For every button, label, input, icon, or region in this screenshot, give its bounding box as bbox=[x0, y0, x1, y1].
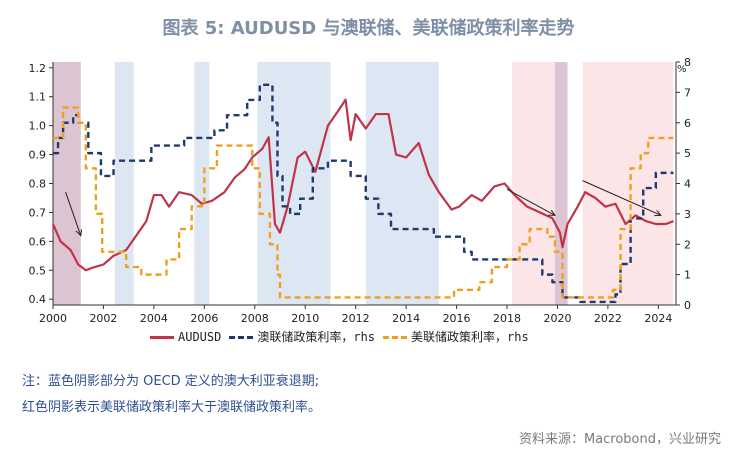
x-tick-label: 2010 bbox=[291, 312, 319, 325]
trend-arrow-0 bbox=[65, 192, 81, 235]
left-tick-label: 0.6 bbox=[29, 235, 47, 248]
left-tick-label: 1.1 bbox=[29, 91, 47, 104]
note-line-1: 注：蓝色阴影部分为 OECD 定义的澳大利亚衰退期; bbox=[22, 374, 320, 389]
left-tick-label: 0.7 bbox=[29, 206, 47, 219]
left-tick-label: 1.2 bbox=[29, 62, 47, 75]
chart-title: 图表 5: AUDUSD 与澳联储、美联储政策利率走势 bbox=[162, 18, 575, 39]
left-tick-label: 0.5 bbox=[29, 264, 47, 277]
right-tick-label: 5 bbox=[684, 147, 691, 160]
series-rba-rate bbox=[53, 83, 674, 304]
x-tick-label: 2002 bbox=[89, 312, 117, 325]
left-tick-label: 0.9 bbox=[29, 149, 47, 162]
series-audusd bbox=[51, 98, 674, 272]
trend-arrow-2 bbox=[582, 180, 661, 216]
x-tick-label: 2024 bbox=[644, 312, 672, 325]
x-tick-label: 2012 bbox=[342, 312, 370, 325]
note-line-2: 红色阴影表示美联储政策利率大于澳联储政策利率。 bbox=[22, 400, 322, 415]
right-axis-unit: % bbox=[677, 64, 687, 75]
legend-label-rba: 澳联储政策利率，rhs bbox=[257, 330, 376, 344]
legend-label-fed: 美联储政策利率，rhs bbox=[411, 330, 529, 344]
left-tick-label: 0.4 bbox=[29, 293, 47, 306]
x-tick-label: 2014 bbox=[392, 312, 420, 325]
x-tick-label: 2016 bbox=[443, 312, 471, 325]
x-tick-label: 2022 bbox=[594, 312, 622, 325]
blue-shade-4 bbox=[365, 62, 439, 305]
trend-arrow-1 bbox=[506, 188, 555, 215]
right-tick-label: 6 bbox=[684, 117, 691, 130]
overlap-shade-0-0 bbox=[53, 62, 81, 305]
source-text: 资料来源：Macrobond，兴业研究 bbox=[518, 432, 721, 447]
blue-shade-1 bbox=[114, 62, 134, 305]
blue-shade-3 bbox=[257, 62, 331, 305]
x-tick-label: 2004 bbox=[140, 312, 168, 325]
x-tick-label: 2006 bbox=[190, 312, 218, 325]
red-shade-2 bbox=[582, 62, 674, 305]
chart-legend: AUDUSD 澳联储政策利率，rhs 美联储政策利率，rhs bbox=[150, 328, 529, 345]
right-tick-label: 0 bbox=[684, 299, 691, 312]
legend-item-audusd: AUDUSD bbox=[150, 330, 221, 344]
x-tick-label: 2020 bbox=[543, 312, 571, 325]
series-fed-rate bbox=[53, 106, 674, 299]
right-tick-label: 3 bbox=[684, 208, 691, 221]
right-tick-label: 2 bbox=[684, 238, 691, 251]
left-tick-label: 0.8 bbox=[29, 178, 47, 191]
x-tick-label: 2000 bbox=[39, 312, 67, 325]
legend-item-rba: 澳联储政策利率，rhs bbox=[229, 328, 375, 345]
right-tick-label: 4 bbox=[684, 178, 691, 191]
right-tick-label: 7 bbox=[684, 86, 691, 99]
blue-shade-2 bbox=[194, 62, 210, 305]
right-tick-label: 8 bbox=[684, 56, 691, 69]
overlap-shade-1-5 bbox=[554, 62, 568, 305]
left-tick-label: 1.0 bbox=[29, 120, 47, 133]
x-tick-label: 2008 bbox=[241, 312, 269, 325]
legend-label-audusd: AUDUSD bbox=[178, 329, 222, 344]
right-tick-label: 1 bbox=[684, 269, 691, 282]
x-tick-label: 2018 bbox=[493, 312, 521, 325]
legend-item-fed: 美联储政策利率，rhs bbox=[383, 328, 529, 345]
